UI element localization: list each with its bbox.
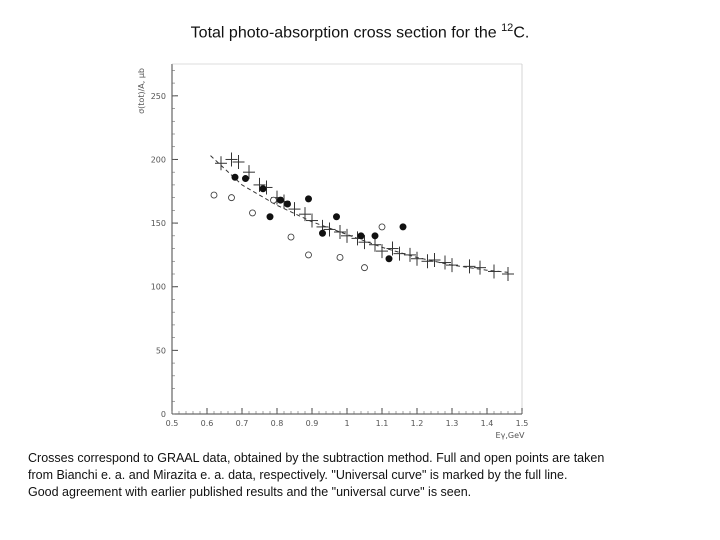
mirazita-point [249, 209, 256, 217]
bianchi-point [357, 232, 365, 240]
y-tick-label: 50 [156, 346, 166, 355]
tick-labels-group: 0.5 0.6 0.7 0.8 0.9 1 1.1 1.2 1.3 1.4 1.5 0 50 100 150… [137, 68, 528, 440]
x-tick-label: 1.3 [446, 419, 459, 428]
mirazita-point [336, 254, 344, 261]
x-tick-label: 1.4 [481, 419, 494, 428]
chart-title-text: Total photo-absorption cross section for… [190, 24, 502, 42]
points-group [210, 152, 514, 281]
chart-title-suffix: C. [513, 24, 530, 42]
mirazita-point [305, 251, 312, 259]
bianchi-point [385, 255, 393, 263]
bianchi-point [277, 196, 284, 204]
mirazita-point [270, 196, 277, 204]
y-tick-label: 100 [151, 283, 166, 292]
y-tick-label: 0 [161, 410, 166, 419]
bianchi-point [399, 223, 407, 231]
mirazita-point [378, 223, 386, 231]
bianchi-point [242, 175, 249, 183]
bianchi-point [333, 213, 340, 221]
x-tick-label: 0.6 [201, 419, 214, 428]
x-tick-label: 1.2 [411, 419, 424, 428]
x-tick-label: 0.9 [306, 419, 319, 428]
mirazita-point [210, 191, 218, 199]
bianchi-point [266, 213, 274, 221]
x-tick-label: 1 [344, 419, 349, 428]
y-tick-label: 200 [151, 155, 166, 164]
bianchi-point [371, 232, 379, 240]
x-axis-label: Eγ,GeV [496, 431, 525, 440]
x-tick-label: 0.7 [236, 419, 249, 428]
x-tick-label: 0.5 [166, 419, 179, 428]
bianchi-point [305, 195, 312, 203]
caption-line-2: from Bianchi e. a. and Mirazita e. a. da… [28, 468, 568, 482]
x-tick-label: 0.8 [271, 419, 284, 428]
x-tick-label: 1.1 [376, 419, 389, 428]
chart-title-superscript: 12 [501, 22, 514, 34]
axes-group [171, 63, 523, 415]
bianchi-point [259, 185, 267, 193]
chart-title: Total photo-absorption cross section for… [0, 22, 720, 42]
bianchi-point [284, 200, 291, 208]
mirazita-point [287, 233, 295, 241]
bianchi-point [231, 173, 239, 181]
caption-line-1: Crosses correspond to GRAAL data, obtain… [28, 451, 605, 465]
caption: Crosses correspond to GRAAL data, obtain… [28, 450, 698, 501]
caption-line-3: Good agreement with earlier published re… [28, 485, 472, 499]
y-axis-label: σ(tot)/A, μb [137, 68, 146, 114]
mirazita-point [361, 264, 368, 272]
bianchi-point [319, 229, 326, 237]
y-tick-label: 150 [151, 219, 166, 228]
x-tick-label: 1.5 [516, 419, 529, 428]
y-tick-label: 250 [151, 92, 166, 101]
mirazita-point [228, 194, 235, 202]
